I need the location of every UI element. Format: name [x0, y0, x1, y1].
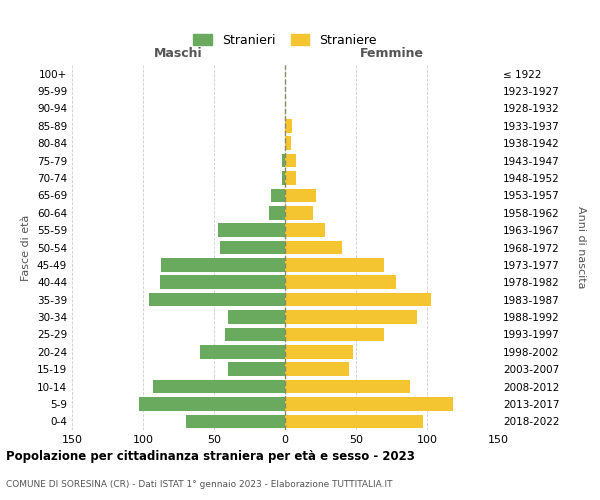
Bar	[285, 154, 296, 168]
Bar	[285, 171, 296, 185]
Bar	[228, 310, 285, 324]
Bar	[285, 188, 316, 202]
Bar	[285, 293, 431, 306]
Text: Popolazione per cittadinanza straniera per età e sesso - 2023: Popolazione per cittadinanza straniera p…	[6, 450, 415, 463]
Y-axis label: Anni di nascita: Anni di nascita	[576, 206, 586, 289]
Bar	[285, 276, 396, 289]
Bar	[139, 397, 285, 410]
Bar	[226, 328, 285, 341]
Bar	[285, 380, 410, 394]
Bar	[285, 362, 349, 376]
Bar	[220, 240, 285, 254]
Y-axis label: Fasce di età: Fasce di età	[22, 214, 31, 280]
Bar	[285, 240, 342, 254]
Bar	[228, 362, 285, 376]
Bar	[160, 276, 285, 289]
Bar	[285, 345, 353, 358]
Bar	[200, 345, 285, 358]
Text: Femmine: Femmine	[359, 47, 424, 60]
Bar	[185, 414, 285, 428]
Bar	[285, 414, 423, 428]
Text: Maschi: Maschi	[154, 47, 203, 60]
Text: COMUNE DI SORESINA (CR) - Dati ISTAT 1° gennaio 2023 - Elaborazione TUTTITALIA.I: COMUNE DI SORESINA (CR) - Dati ISTAT 1° …	[6, 480, 392, 489]
Bar	[285, 136, 290, 150]
Bar	[282, 171, 285, 185]
Bar	[271, 188, 285, 202]
Bar	[285, 119, 292, 132]
Bar	[149, 293, 285, 306]
Bar	[285, 310, 417, 324]
Bar	[285, 224, 325, 237]
Bar	[285, 258, 385, 272]
Bar	[282, 154, 285, 168]
Legend: Stranieri, Straniere: Stranieri, Straniere	[187, 28, 383, 53]
Bar	[285, 328, 385, 341]
Bar	[153, 380, 285, 394]
Bar	[285, 206, 313, 220]
Bar	[161, 258, 285, 272]
Bar	[285, 397, 452, 410]
Bar	[218, 224, 285, 237]
Bar	[269, 206, 285, 220]
